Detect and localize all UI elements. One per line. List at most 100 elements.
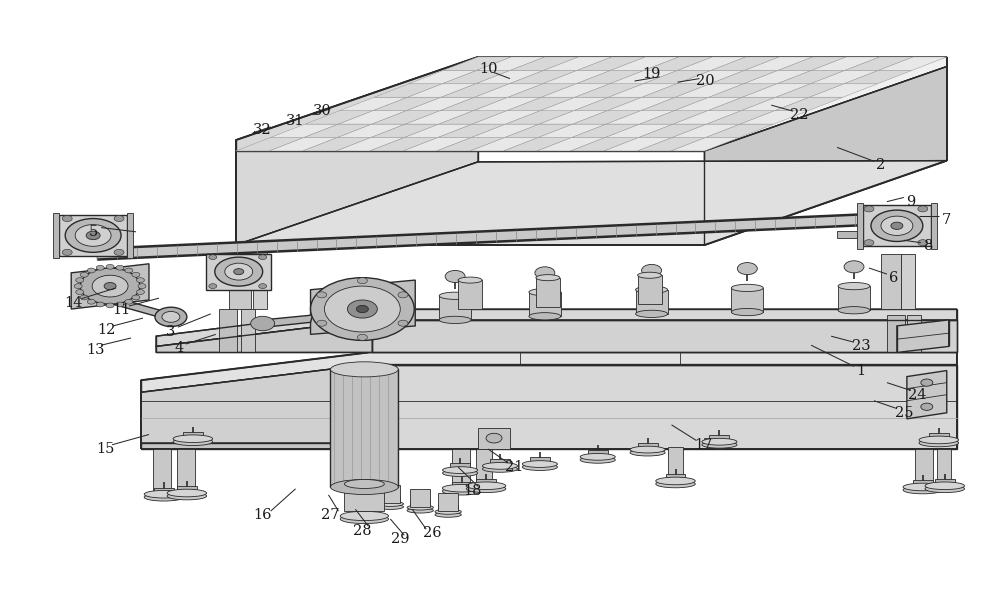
Text: 22: 22 — [790, 108, 808, 122]
Bar — [887, 315, 905, 353]
Polygon shape — [236, 161, 947, 245]
Bar — [344, 484, 384, 511]
Ellipse shape — [442, 484, 482, 492]
Polygon shape — [644, 57, 712, 70]
Circle shape — [445, 270, 465, 282]
Ellipse shape — [656, 477, 695, 485]
Bar — [127, 213, 133, 258]
Bar — [731, 288, 763, 312]
Polygon shape — [477, 57, 545, 70]
Polygon shape — [711, 57, 779, 70]
Bar — [638, 275, 662, 304]
Bar — [438, 493, 458, 511]
Bar — [380, 485, 400, 503]
Circle shape — [225, 263, 253, 280]
Polygon shape — [575, 84, 643, 97]
Polygon shape — [472, 111, 540, 124]
Circle shape — [136, 278, 144, 282]
Ellipse shape — [903, 486, 943, 494]
Polygon shape — [236, 138, 304, 151]
Circle shape — [921, 379, 933, 386]
Circle shape — [871, 210, 923, 241]
Circle shape — [62, 216, 72, 222]
Polygon shape — [606, 111, 674, 124]
Text: 20: 20 — [696, 74, 715, 88]
Ellipse shape — [167, 489, 207, 497]
Text: 29: 29 — [391, 533, 410, 547]
Circle shape — [65, 219, 121, 252]
Circle shape — [317, 320, 327, 326]
Polygon shape — [337, 124, 405, 138]
Polygon shape — [604, 138, 672, 151]
Polygon shape — [443, 57, 512, 70]
Circle shape — [125, 299, 133, 304]
Circle shape — [486, 433, 502, 443]
Ellipse shape — [443, 470, 478, 476]
Ellipse shape — [435, 512, 461, 518]
Bar — [183, 432, 203, 439]
Polygon shape — [777, 70, 845, 84]
Text: 15: 15 — [96, 442, 114, 456]
Polygon shape — [236, 57, 947, 151]
Bar — [438, 505, 458, 512]
Circle shape — [155, 307, 187, 327]
Polygon shape — [156, 320, 372, 353]
Polygon shape — [373, 97, 441, 111]
Text: 9: 9 — [906, 195, 915, 208]
Polygon shape — [643, 70, 711, 84]
Bar — [452, 482, 472, 489]
Polygon shape — [611, 57, 679, 70]
Text: 13: 13 — [86, 343, 104, 357]
Ellipse shape — [536, 275, 560, 281]
Circle shape — [209, 284, 217, 288]
Bar — [154, 488, 174, 495]
Polygon shape — [605, 124, 673, 138]
Ellipse shape — [522, 461, 557, 467]
Circle shape — [259, 255, 267, 259]
Circle shape — [106, 264, 114, 269]
Text: 26: 26 — [423, 527, 442, 541]
Ellipse shape — [435, 509, 461, 514]
Circle shape — [737, 262, 757, 275]
Polygon shape — [405, 111, 474, 124]
Ellipse shape — [919, 436, 959, 444]
Circle shape — [114, 216, 124, 222]
Ellipse shape — [838, 282, 870, 290]
Bar — [229, 245, 251, 309]
Polygon shape — [442, 70, 510, 84]
Text: 1: 1 — [856, 364, 866, 378]
Polygon shape — [542, 84, 610, 97]
Polygon shape — [572, 124, 640, 138]
Bar — [837, 231, 863, 238]
Ellipse shape — [656, 480, 695, 488]
Ellipse shape — [377, 504, 403, 510]
Polygon shape — [156, 309, 957, 347]
Polygon shape — [907, 370, 947, 419]
Polygon shape — [236, 57, 478, 245]
Bar — [935, 479, 955, 487]
Circle shape — [116, 302, 124, 307]
Bar — [709, 435, 729, 442]
Polygon shape — [811, 70, 879, 84]
Circle shape — [75, 225, 111, 246]
Bar — [636, 290, 668, 314]
Circle shape — [398, 320, 408, 326]
Circle shape — [209, 255, 217, 259]
Circle shape — [125, 268, 133, 273]
Ellipse shape — [630, 449, 665, 456]
Polygon shape — [673, 111, 741, 124]
Polygon shape — [71, 264, 149, 309]
Polygon shape — [97, 214, 877, 259]
Bar — [838, 286, 870, 310]
Polygon shape — [407, 97, 475, 111]
Text: 25: 25 — [895, 406, 913, 420]
Ellipse shape — [407, 505, 433, 510]
Bar — [253, 245, 267, 309]
Ellipse shape — [529, 313, 561, 320]
Polygon shape — [263, 315, 313, 327]
Circle shape — [918, 206, 928, 212]
Bar — [206, 253, 271, 290]
Polygon shape — [471, 124, 539, 138]
Polygon shape — [141, 443, 368, 449]
Circle shape — [311, 278, 414, 341]
